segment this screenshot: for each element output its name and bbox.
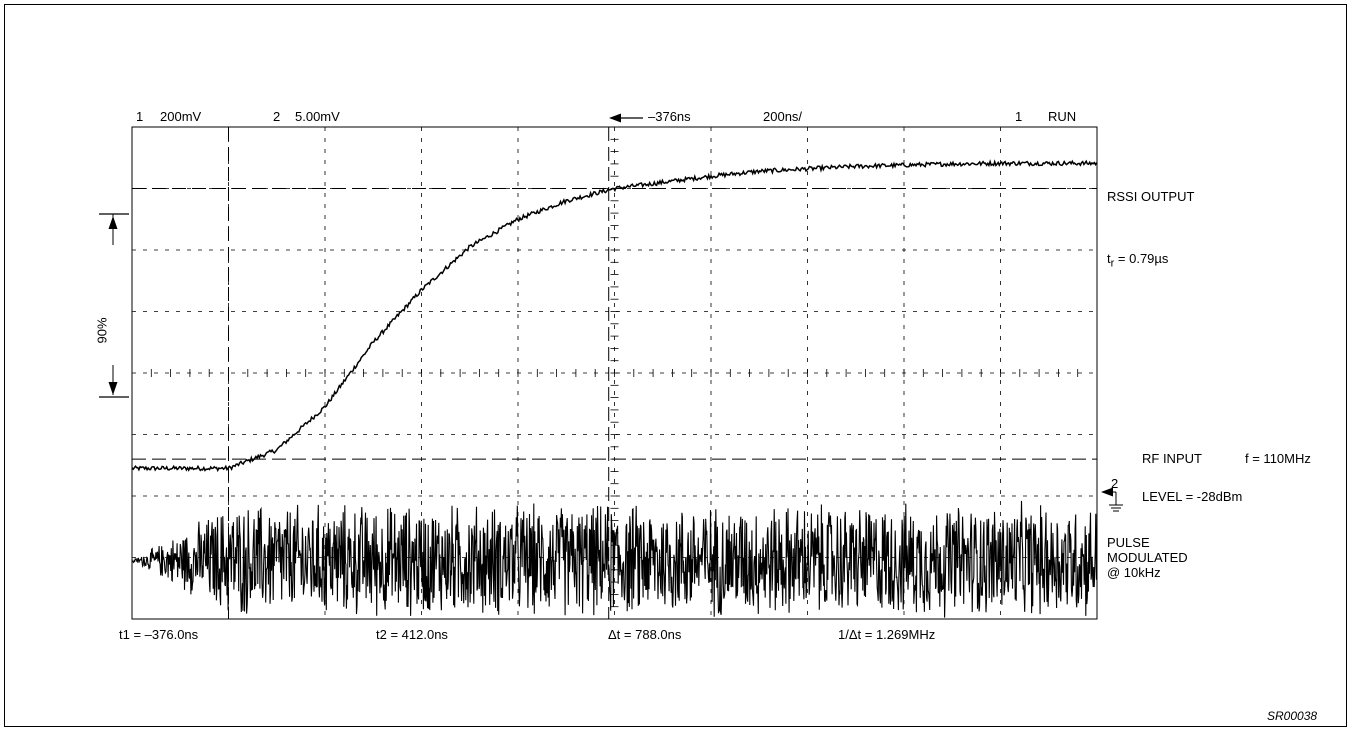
down-arrow-icon — [108, 382, 118, 395]
ch1-number: 1 — [136, 109, 144, 124]
modulated-label: MODULATED — [1107, 550, 1188, 565]
oscilloscope-figure: 1 200mV 2 5.00mV –376ns 200ns/ 1 RUN RSS… — [4, 4, 1347, 727]
trigger-offset: –376ns — [648, 109, 691, 124]
ninety-percent-marker — [99, 213, 129, 398]
at-10khz-label: @ 10kHz — [1107, 565, 1161, 580]
rise-time-value: = 0.79µs — [1114, 251, 1169, 266]
level-label: LEVEL = -28dBm — [1142, 489, 1243, 504]
rf-input-trace — [131, 500, 1098, 618]
oscilloscope-plot — [131, 126, 1098, 620]
rise-time-label: tr = 0.79µs — [1107, 251, 1168, 272]
rf-input-label: RF INPUT — [1142, 451, 1202, 466]
delta-t-readout: Δt = 788.0ns — [608, 627, 682, 642]
ch2-ground-marker-icon — [1101, 487, 1123, 512]
trigger-left-arrow-icon — [609, 113, 643, 123]
rise-time-sub: r — [1110, 257, 1115, 270]
rssi-output-trace — [131, 159, 1098, 473]
frequency-label: f = 110MHz — [1245, 451, 1311, 466]
ch2-marker-label: 2 — [1111, 476, 1119, 491]
rise-time-prefix: t — [1107, 251, 1111, 266]
ninety-percent-label: 90% — [94, 317, 110, 344]
timebase: 200ns/ — [763, 109, 803, 124]
figure-id: SR00038 — [1267, 709, 1318, 723]
cursor-t2-readout: t2 = 412.0ns — [376, 627, 448, 642]
run-state: RUN — [1048, 109, 1077, 124]
up-arrow-icon — [108, 216, 118, 229]
trigger-channel: 1 — [1015, 109, 1023, 124]
ch2-scale: 5.00mV — [295, 109, 340, 124]
ch1-scale: 200mV — [160, 109, 202, 124]
cursor-t1-readout: t1 = –376.0ns — [119, 627, 199, 642]
inverse-delta-t-readout: 1/Δt = 1.269MHz — [838, 627, 936, 642]
rssi-output-label: RSSI OUTPUT — [1107, 189, 1195, 204]
ch2-number: 2 — [273, 109, 281, 124]
pulse-label: PULSE — [1107, 535, 1150, 550]
